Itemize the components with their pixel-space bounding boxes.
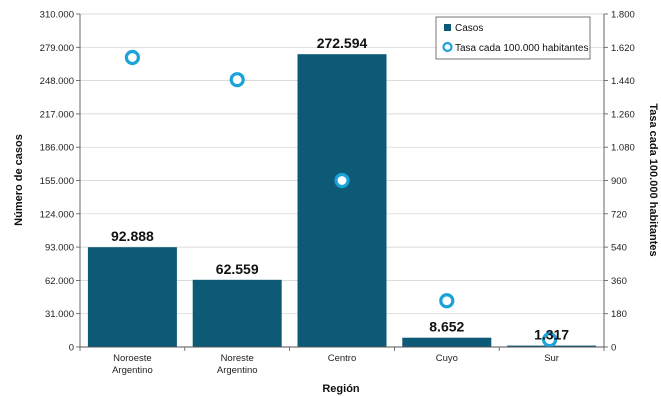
y-axis-left: 0 31.000 62.000 93.000 124.000 155.000 186.000… bbox=[40, 10, 81, 354]
y-tick-label-right: 360 bbox=[611, 276, 627, 287]
y-tick-label-left: 124.000 bbox=[40, 209, 74, 220]
y-tick-label-right: 540 bbox=[611, 243, 627, 254]
y-tick-label-left: 186.000 bbox=[40, 143, 74, 154]
scatter-point bbox=[439, 293, 455, 309]
bar bbox=[402, 337, 492, 347]
bar-data-label: 62.559 bbox=[216, 261, 259, 277]
y-tick-label-left: 62.000 bbox=[45, 276, 74, 287]
y-tick-label-right: 900 bbox=[611, 176, 627, 187]
bar-series-casos bbox=[87, 54, 597, 348]
y-tick-label-left: 93.000 bbox=[45, 243, 74, 254]
x-tick-label: Noroeste Argentino bbox=[112, 353, 153, 376]
y-tick-label-right: 1.620 bbox=[611, 43, 635, 54]
y-tick-label-left: 217.000 bbox=[40, 109, 74, 120]
x-tick-label: Cuyo bbox=[436, 353, 458, 364]
bar bbox=[192, 279, 282, 347]
bar-data-label: 8.652 bbox=[429, 319, 464, 335]
x-axis: Noroeste Argentino Noreste Argentino Centro C… bbox=[79, 346, 605, 376]
y-tick-label-left: 248.000 bbox=[40, 76, 74, 87]
y-tick-label-right: 180 bbox=[611, 309, 627, 320]
y-tick-label-left: 155.000 bbox=[40, 176, 74, 187]
y-tick-label-right: 1.080 bbox=[611, 143, 635, 154]
y-tick-label-right: 0 bbox=[611, 343, 616, 354]
y-tick-label-left: 31.000 bbox=[45, 309, 74, 320]
y-tick-label-right: 1.260 bbox=[611, 109, 635, 120]
x-tick-label: Noreste Argentino bbox=[217, 353, 258, 376]
y-tick-label-left: 279.000 bbox=[40, 43, 74, 54]
bar-data-label: 92.888 bbox=[111, 228, 154, 244]
y-tick-label-right: 1.800 bbox=[611, 10, 635, 21]
scatter-point bbox=[334, 172, 350, 189]
y-axis-right: 0 180 360 540 720 900 1.080 1.260 1.440 1.620 1.80… bbox=[603, 10, 635, 354]
legend: Casos Tasa cada 100.000 habitantes bbox=[435, 16, 591, 60]
bar bbox=[297, 54, 387, 348]
data-labels: 92.888 62.559 272.594 8.652 1.317 bbox=[111, 35, 569, 342]
y-tick-label-right: 1.440 bbox=[611, 76, 635, 87]
scatter-point bbox=[124, 49, 140, 66]
x-tick-label: Sur bbox=[544, 353, 559, 364]
x-tick-label: Centro bbox=[328, 353, 357, 364]
x-axis-title: Región bbox=[322, 383, 360, 395]
y-axis-title-right: Tasa cada 100.000 habitantes bbox=[647, 103, 659, 256]
legend-label-casos: Casos bbox=[455, 23, 483, 34]
y-tick-label-left: 0 bbox=[69, 343, 74, 354]
bar bbox=[87, 247, 177, 347]
bar-data-label: 1.317 bbox=[534, 327, 569, 343]
legend-box bbox=[435, 16, 591, 60]
scatter-point bbox=[229, 72, 245, 88]
y-tick-label-right: 720 bbox=[611, 209, 627, 220]
legend-swatch-tasa bbox=[442, 41, 453, 53]
scatter-series-tasa bbox=[124, 49, 558, 348]
legend-swatch-casos bbox=[444, 24, 451, 31]
scatter-point bbox=[541, 332, 558, 348]
legend-label-tasa: Tasa cada 100.000 habitantes bbox=[455, 43, 588, 54]
bar-data-label: 272.594 bbox=[317, 35, 368, 51]
y-axis-title-left: Número de casos bbox=[13, 134, 25, 226]
y-tick-label-left: 310.000 bbox=[40, 10, 74, 21]
